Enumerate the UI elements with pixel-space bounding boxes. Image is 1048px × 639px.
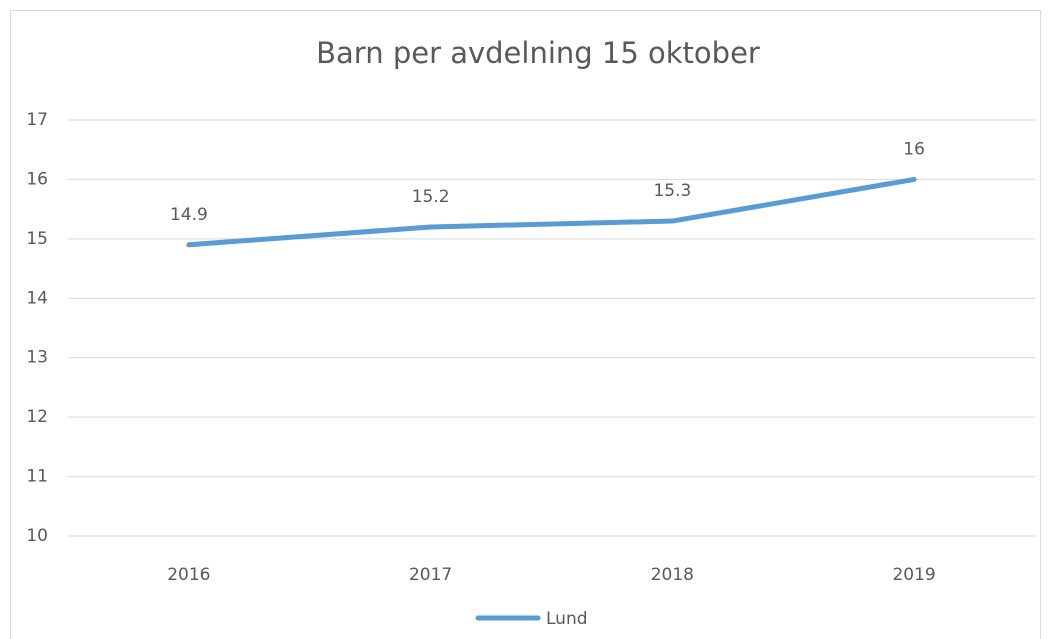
y-tick-label: 12: [26, 407, 48, 427]
x-tick-label: 2019: [892, 565, 935, 585]
x-tick-label: 2016: [167, 565, 210, 585]
y-tick-label: 11: [26, 467, 48, 487]
data-label: 15.2: [412, 187, 450, 207]
y-tick-label: 17: [26, 110, 48, 130]
x-tick-label: 2017: [409, 565, 452, 585]
data-line: [186, 176, 917, 248]
y-tick-label: 10: [26, 526, 48, 546]
x-tick-label: 2018: [651, 565, 694, 585]
chart-title: Barn per avdelning 15 oktober: [316, 36, 760, 70]
data-label: 16: [903, 139, 925, 159]
data-label: 14.9: [170, 205, 208, 225]
y-tick-label: 16: [26, 169, 48, 189]
y-tick-label: 13: [26, 348, 48, 368]
y-tick-label: 14: [26, 288, 48, 308]
data-label: 15.3: [653, 181, 691, 201]
y-tick-label: 15: [26, 229, 48, 249]
legend-label: Lund: [546, 609, 588, 629]
chart-border: [10, 10, 1041, 639]
